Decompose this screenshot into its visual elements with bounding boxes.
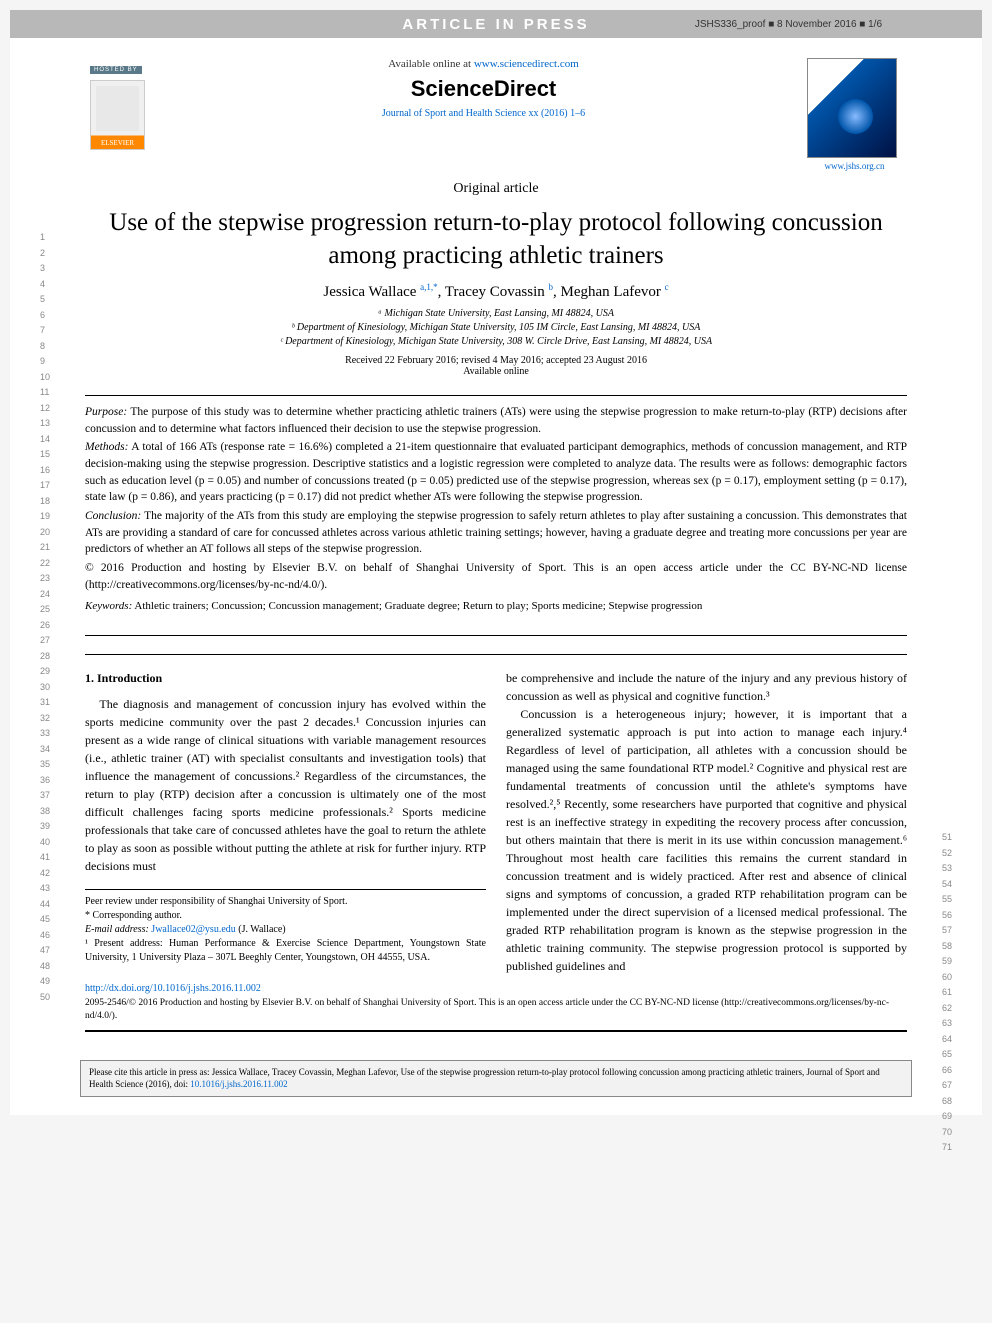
citation-box: Please cite this article in press as: Je… [80,1060,912,1097]
abstract-methods: Methods: A total of 166 ATs (response ra… [85,439,907,506]
intro-paragraph-2: be comprehensive and include the nature … [506,669,907,705]
article-title: Use of the stepwise progression return-t… [85,207,907,272]
keywords: Keywords: Athletic trainers; Concussion;… [85,599,907,615]
email-link[interactable]: Jwallace02@ysu.edu [151,924,235,935]
footnote-peer: Peer review under responsibility of Shan… [85,895,486,909]
abstract: Purpose: The purpose of this study was t… [85,395,907,636]
article-in-press-banner: ARTICLE IN PRESS JSHS336_proof ■ 8 Novem… [10,10,982,38]
elsevier-logo: ELSEVIER [90,80,145,150]
hosted-by-block: HOSTED BY ELSEVIER [90,58,160,150]
hosted-by-label: HOSTED BY [90,66,142,74]
affiliation-a: ᵃ Michigan State University, East Lansin… [85,307,907,321]
abstract-conclusion: Conclusion: The majority of the ATs from… [85,508,907,558]
banner-text: ARTICLE IN PRESS [402,16,589,33]
affiliations: ᵃ Michigan State University, East Lansin… [85,307,907,349]
sciencedirect-logo: ScienceDirect [160,76,807,102]
cite-doi-link[interactable]: 10.1016/j.jshs.2016.11.002 [190,1079,287,1089]
journal-cover-image [807,58,897,158]
intro-paragraph-1: The diagnosis and management of concussi… [85,695,486,875]
footnote-email: E-mail address: Jwallace02@ysu.edu (J. W… [85,923,486,937]
line-numbers-right: 5152535455565758596061626364656667686970… [942,830,952,1156]
top-section: HOSTED BY ELSEVIER Available online at w… [10,38,982,181]
abstract-purpose: Purpose: The purpose of this study was t… [85,404,907,437]
affiliation-c: ᶜ Department of Kinesiology, Michigan St… [85,335,907,349]
affiliation-b: ᵇ Department of Kinesiology, Michigan St… [85,321,907,335]
intro-paragraph-3: Concussion is a heterogeneous injury; ho… [506,705,907,975]
line-numbers-left: 1234567891011121314151617181920212223242… [40,230,50,1005]
page: ARTICLE IN PRESS JSHS336_proof ■ 8 Novem… [10,10,982,1115]
article-type: Original article [85,181,907,197]
sciencedirect-url[interactable]: www.sciencedirect.com [474,58,579,70]
footnotes: Peer review under responsibility of Shan… [85,889,486,965]
doi-link[interactable]: http://dx.doi.org/10.1016/j.jshs.2016.11… [85,983,907,994]
article-content: Original article Use of the stepwise pro… [10,181,982,1060]
authors: Jessica Wallace a,1,*, Tracey Covassin b… [85,282,907,301]
body-text: 1. Introduction The diagnosis and manage… [85,654,907,975]
proof-info: JSHS336_proof ■ 8 November 2016 ■ 1/6 [695,19,882,30]
journal-reference[interactable]: Journal of Sport and Health Science xx (… [160,108,807,119]
intro-heading: 1. Introduction [85,669,486,687]
abstract-copyright: © 2016 Production and hosting by Elsevie… [85,560,907,593]
footnote-corresponding: * Corresponding author. [85,909,486,923]
journal-cover-block: www.jshs.org.cn [807,58,902,171]
center-info: Available online at www.sciencedirect.co… [160,58,807,119]
article-dates: Received 22 February 2016; revised 4 May… [85,355,907,377]
journal-url[interactable]: www.jshs.org.cn [807,161,902,171]
footnote-address: ¹ Present address: Human Performance & E… [85,937,486,965]
available-online: Available online at www.sciencedirect.co… [160,58,807,70]
copyright-footer: 2095-2546/© 2016 Production and hosting … [85,997,907,1032]
